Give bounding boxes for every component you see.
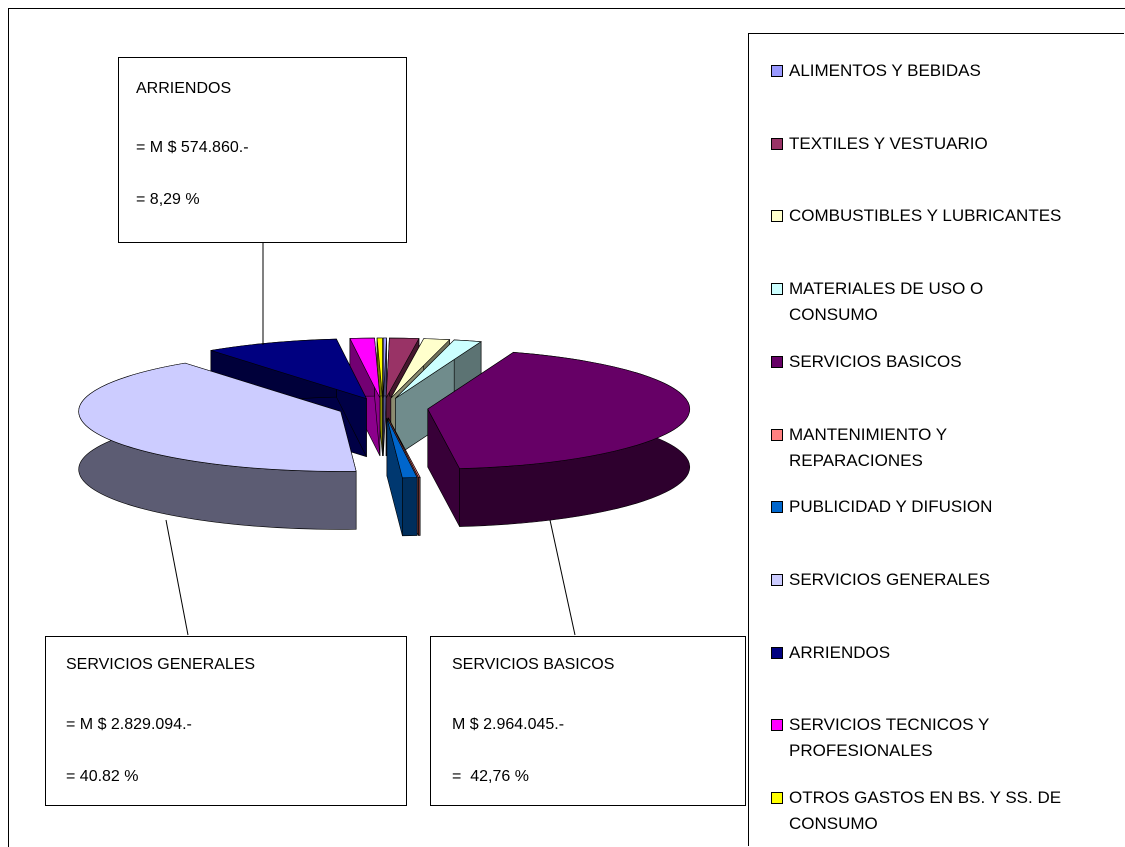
legend-item: MATERIALES DE USO O CONSUMO <box>771 276 1101 328</box>
callout-text: = 42,76 % <box>452 768 529 785</box>
legend-item: TEXTILES Y VESTUARIO <box>771 131 1101 157</box>
legend-item: SERVICIOS BASICOS <box>771 349 1101 375</box>
legend-item: MANTENIMIENTO Y REPARACIONES <box>771 422 1101 474</box>
pie <box>78 337 690 537</box>
legend-swatch <box>771 137 783 150</box>
legend-item: COMBUSTIBLES Y LUBRICANTES <box>771 203 1101 229</box>
callout-title: SERVICIOS BASICOS <box>452 656 614 673</box>
legend-swatch <box>771 283 783 296</box>
legend-label: ALIMENTOS Y BEBIDAS <box>789 61 981 80</box>
legend-item: SERVICIOS GENERALES <box>771 567 1101 593</box>
legend-label: TEXTILES Y VESTUARIO <box>789 133 988 153</box>
slice <box>382 337 387 399</box>
legend-label: MATERIALES DE USO O CONSUMO <box>789 279 984 325</box>
legend-swatch <box>771 428 783 441</box>
slice <box>386 417 418 479</box>
legend-swatch <box>771 719 783 732</box>
legend-swatch <box>771 65 783 77</box>
pie-tops <box>78 337 690 479</box>
slice-side <box>402 477 418 537</box>
legend-label: ARRIENDOS <box>789 642 891 662</box>
slice <box>78 362 357 472</box>
legend-label: SERVICIOS TECNICOS Y PROFESIONALES <box>789 715 989 761</box>
leader-line <box>165 519 189 636</box>
legend-item: PUBLICIDAD Y DIFUSION <box>771 494 1101 520</box>
legend-item: ARRIENDOS <box>771 640 1101 666</box>
legend-swatch <box>771 501 783 514</box>
legend-swatch <box>771 792 783 804</box>
leader-line <box>549 519 576 636</box>
legend-item: ALIMENTOS Y BEBIDAS <box>771 58 1101 84</box>
legend-item: SERVICIOS TECNICOS Y PROFESIONALES <box>771 712 1101 764</box>
legend-label: SERVICIOS GENERALES <box>789 569 990 589</box>
callout-title: SERVICIOS GENERALES <box>66 656 255 673</box>
legend-item: OTROS GASTOS EN BS. Y SS. DE CONSUMO <box>771 785 1101 837</box>
slice <box>390 338 451 399</box>
legend-swatch <box>771 355 783 368</box>
callout-text: M $ 2.964.045.- <box>452 716 564 733</box>
callout-box <box>118 57 407 243</box>
slice <box>376 337 383 399</box>
slice <box>395 339 482 399</box>
callout-text: = 40.82 % <box>66 768 139 785</box>
slice <box>388 417 421 478</box>
legend-label: MANTENIMIENTO Y REPARACIONES <box>789 424 947 470</box>
callout-text: = M $ 574.860.- <box>136 139 249 156</box>
slice <box>210 338 368 400</box>
callout-box <box>45 636 407 806</box>
callout-title: ARRIENDOS <box>136 80 231 97</box>
slice <box>349 337 381 399</box>
slice-side <box>418 477 421 536</box>
legend: ALIMENTOS Y BEBIDAS TEXTILES Y VESTUARIO C… <box>748 33 1124 846</box>
legend-label: COMBUSTIBLES Y LUBRICANTES <box>789 206 1062 226</box>
legend-swatch <box>771 210 783 223</box>
legend-swatch <box>771 646 783 659</box>
legend-label: SERVICIOS BASICOS <box>789 351 962 371</box>
legend-label: PUBLICIDAD Y DIFUSION <box>789 497 993 517</box>
legend-swatch <box>771 573 783 586</box>
slice <box>385 337 420 399</box>
callout-text: = 8,29 % <box>136 191 200 208</box>
callout-text: = M $ 2.829.094.- <box>66 716 192 733</box>
chart-frame <box>8 8 1125 847</box>
callout-box <box>430 636 746 806</box>
slice <box>427 352 690 469</box>
legend-label: OTROS GASTOS EN BS. Y SS. DE CONSUMO <box>789 788 1062 833</box>
